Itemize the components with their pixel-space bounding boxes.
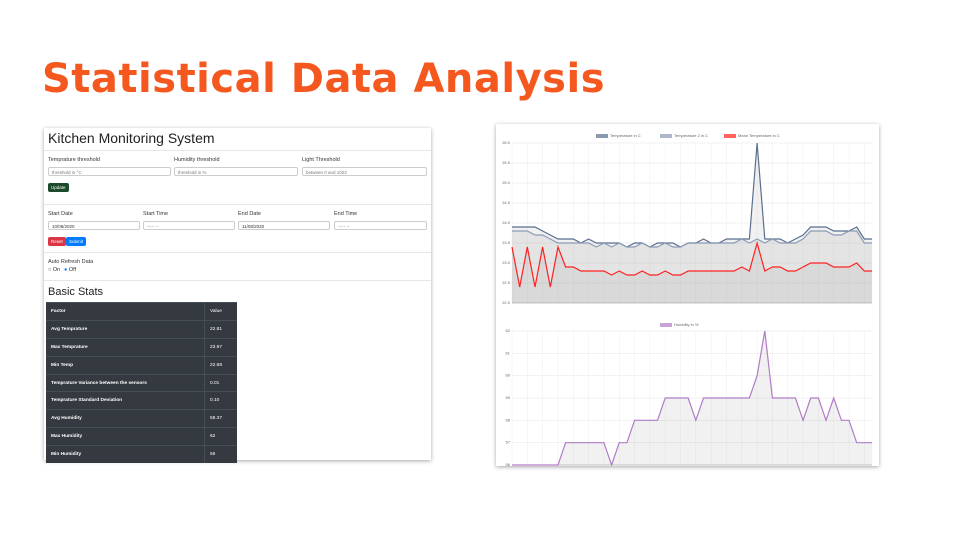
- table-cell: 23.97: [204, 337, 237, 357]
- app-window: Kitchen Monitoring System Temprature thr…: [44, 128, 431, 464]
- divider: [44, 252, 431, 253]
- app-title: Kitchen Monitoring System: [48, 130, 215, 146]
- table-cell: 62: [204, 427, 237, 446]
- divider: [44, 150, 431, 151]
- y-tick-label: 25.5: [502, 160, 511, 165]
- table-cell: Avg Humidity: [46, 409, 205, 428]
- table-cell: Min Humidity: [46, 445, 205, 464]
- text-input[interactable]: threshold in °C: [48, 167, 171, 176]
- table-cell: 0.01: [204, 373, 237, 392]
- table-cell: Avg Temprature: [46, 319, 205, 339]
- field-label: Light Threshold: [302, 157, 340, 163]
- radio-on[interactable]: ○ On: [48, 267, 61, 273]
- y-tick-label: 61: [506, 350, 511, 355]
- divider: [44, 280, 431, 281]
- table-row: Temprature Variance between the sensors 0…: [46, 373, 237, 392]
- legend-swatch: [724, 134, 736, 138]
- y-tick-label: 59: [506, 395, 511, 400]
- y-tick-label: 57: [506, 440, 511, 445]
- date-input[interactable]: 11/08/2020: [238, 221, 330, 230]
- y-tick-label: 24.0: [502, 220, 511, 225]
- stats-table: Factor Value Avg Temprature 22.81 Max Tempra…: [46, 302, 237, 464]
- radio-label: Off: [68, 267, 77, 273]
- field-label: Humidity threshold: [174, 157, 220, 163]
- y-tick-label: 22.5: [502, 280, 511, 285]
- table-row: Temprature Standard Deviation 0.10: [46, 391, 237, 410]
- table-cell: 56: [204, 445, 237, 464]
- table-row: Min Temp 22.68: [46, 355, 237, 375]
- series-line: [511, 240, 872, 288]
- y-tick-label: 60: [506, 373, 511, 378]
- y-tick-label: 23.5: [502, 240, 511, 245]
- legend-swatch: [596, 134, 608, 138]
- field-label: Auto Refresh Data: [48, 259, 94, 265]
- table-cell: 0.10: [204, 391, 237, 410]
- y-tick-label: 23.0: [502, 260, 511, 265]
- table-row: Factor Value: [46, 302, 237, 321]
- table-cell: 22.81: [204, 319, 237, 339]
- slide-title: Statistical Data Analysis: [42, 56, 606, 102]
- y-tick-label: 25.0: [502, 180, 511, 185]
- y-tick-label: 62: [506, 328, 511, 333]
- table-cell: 22.68: [204, 355, 237, 375]
- table-cell: Max Humidity: [46, 427, 205, 446]
- table-row: Avg Temprature 22.81: [46, 319, 237, 339]
- table-row: Min Humidity 56: [46, 445, 237, 464]
- reset-button[interactable]: Reset: [48, 237, 66, 246]
- submit-button[interactable]: Submit: [66, 237, 87, 246]
- table-cell: 58.37: [204, 409, 237, 428]
- text-input[interactable]: between 0 and 1023: [302, 167, 427, 176]
- field-label: Start Time: [143, 211, 169, 217]
- legend-label: Temperature 2 in C: [674, 133, 708, 138]
- y-tick-label: 58: [506, 417, 511, 422]
- field-label: Start Date: [48, 211, 73, 217]
- table-row: Avg Humidity 58.37: [46, 409, 237, 428]
- legend-label: Temperature in C: [610, 133, 641, 138]
- date-input[interactable]: 10/08/2020: [48, 221, 140, 230]
- y-tick-label: 24.5: [502, 200, 511, 205]
- legend-label: Mean Temperature in C: [738, 133, 780, 138]
- y-tick-label: 56: [506, 462, 511, 466]
- text-input[interactable]: threshold in %: [174, 167, 298, 176]
- legend-swatch: [660, 323, 672, 327]
- series-area: [512, 331, 872, 465]
- time-input[interactable]: --:-- --: [334, 221, 427, 230]
- time-input[interactable]: --:-- --: [143, 221, 235, 230]
- radio-label: On: [52, 267, 61, 273]
- y-tick-label: 22.0: [502, 300, 511, 305]
- field-label: End Date: [238, 211, 261, 217]
- table-cell: Factor: [46, 302, 205, 321]
- table-cell: Temprature Standard Deviation: [46, 391, 205, 410]
- series-line: [512, 330, 872, 466]
- series-area: [512, 143, 872, 303]
- stats-title: Basic Stats: [48, 286, 104, 298]
- table-cell: Value: [204, 302, 237, 321]
- table-cell: Min Temp: [46, 355, 205, 375]
- legend-label: Humidity in %: [674, 322, 699, 327]
- series-line: [512, 230, 872, 248]
- charts: 22.0 22.5 23.0 23.5 24.0 24.5 25.0 25.5 26.0 Temp…: [496, 124, 879, 466]
- divider: [44, 204, 431, 205]
- table-row: Max Humidity 62: [46, 427, 237, 446]
- field-label: End Time: [334, 211, 358, 217]
- table-row: Max Temprature 23.97: [46, 337, 237, 357]
- field-label: Temprature threshold: [48, 157, 100, 163]
- table-cell: Max Temprature: [46, 337, 205, 357]
- legend-swatch: [660, 134, 672, 138]
- series-area: [512, 231, 872, 303]
- y-tick-label: 26.0: [502, 140, 511, 145]
- series-area: [512, 243, 872, 303]
- table-cell: Temprature Variance between the sensors: [46, 373, 205, 392]
- update-button[interactable]: Update: [48, 183, 69, 192]
- radio-off[interactable]: ● Off: [64, 267, 77, 273]
